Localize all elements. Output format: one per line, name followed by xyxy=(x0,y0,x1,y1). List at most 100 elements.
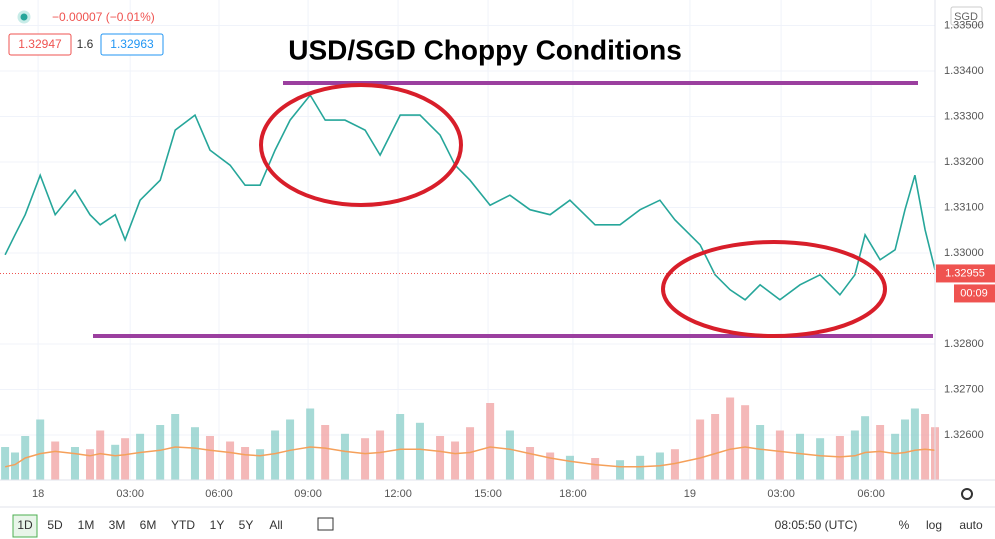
y-tick-label: 1.32700 xyxy=(944,383,984,395)
volume-bar xyxy=(711,414,720,480)
x-tick-label: 06:00 xyxy=(205,488,233,500)
volume-bar xyxy=(51,441,60,480)
grid xyxy=(0,0,935,480)
countdown: 00:09 xyxy=(960,287,988,299)
spread: 1.6 xyxy=(77,37,94,51)
x-tick-label: 03:00 xyxy=(767,488,795,500)
volume-bar xyxy=(156,425,165,480)
price-line xyxy=(4,93,936,301)
y-tick-label: 1.32600 xyxy=(944,429,984,441)
volume-bar xyxy=(546,452,555,480)
scale-option[interactable]: log xyxy=(926,518,942,532)
volume-bar xyxy=(306,408,315,480)
range-button[interactable]: 3M xyxy=(109,518,126,532)
scale-option[interactable]: auto xyxy=(959,518,983,532)
y-tick-label: 1.33200 xyxy=(944,156,984,168)
range-button[interactable]: 5D xyxy=(47,518,63,532)
volume-bar xyxy=(271,430,280,480)
volume-bar xyxy=(921,414,930,480)
ask-box[interactable] xyxy=(100,33,164,56)
volume-bar xyxy=(136,433,145,480)
range-active xyxy=(12,514,38,538)
volume-bar xyxy=(1,447,10,480)
change: −0.00007 (−0.01%) xyxy=(52,10,155,24)
volume-bar xyxy=(876,425,885,480)
countdown-box xyxy=(954,284,995,303)
volume-bar xyxy=(861,416,870,480)
scale-option[interactable]: % xyxy=(899,518,910,532)
volume-bar xyxy=(910,408,919,480)
volume-bar xyxy=(696,419,705,480)
last-price-box xyxy=(936,264,995,283)
range-button[interactable]: 1M xyxy=(78,518,95,532)
volume-bar xyxy=(190,427,199,480)
y-tick-label: 1.33300 xyxy=(944,110,984,122)
volume-bar xyxy=(361,438,370,480)
y-tick-label: 1.33000 xyxy=(944,247,984,259)
toolbar: 1D 5D 1M 3M 6M YTD 1Y 5Y All% log auto xyxy=(12,514,983,538)
volume-bar xyxy=(241,447,250,480)
volume-bar xyxy=(796,433,805,480)
x-tick-label: 06:00 xyxy=(857,488,885,500)
range-button[interactable]: 5Y xyxy=(239,518,254,532)
range-button[interactable]: 6M xyxy=(140,518,157,532)
price-pane xyxy=(0,93,936,301)
volume-bar xyxy=(816,438,825,480)
volume-bar xyxy=(891,433,900,480)
highlight-ellipse xyxy=(661,240,887,338)
volume-bar xyxy=(835,436,844,480)
volume-bar xyxy=(901,419,910,480)
volume-bar xyxy=(591,458,600,480)
bid-box[interactable] xyxy=(8,33,72,56)
volume-bar xyxy=(96,430,105,480)
last-price-label: 1.32955 xyxy=(945,267,985,279)
ask: 1.32963 xyxy=(110,37,154,51)
x-tick-label: 03:00 xyxy=(116,488,144,500)
volume-bar xyxy=(10,452,19,480)
x-tick-label: 18 xyxy=(32,488,44,500)
volume-bar xyxy=(486,403,495,480)
volume-bar xyxy=(121,438,130,480)
status-dot xyxy=(17,10,31,24)
chart-title: USD/SGD Choppy Conditions xyxy=(288,34,682,65)
volume-bar xyxy=(670,449,679,480)
date-range-icon[interactable] xyxy=(317,517,334,531)
range-button[interactable]: 1Y xyxy=(210,518,225,532)
volume-bar xyxy=(451,441,460,480)
x-tick-label: 09:00 xyxy=(294,488,322,500)
range-button[interactable]: 1D xyxy=(17,518,33,532)
volume-bar xyxy=(726,397,735,480)
volume-bar xyxy=(616,460,625,480)
volume-bar xyxy=(526,447,535,480)
y-tick-label: 1.33500 xyxy=(944,19,984,31)
volume-bar xyxy=(466,427,475,480)
volume-bar xyxy=(436,436,445,480)
range-button[interactable]: All xyxy=(269,518,282,532)
x-tick-label: 15:00 xyxy=(474,488,502,500)
volume-bar xyxy=(205,436,214,480)
currency-box[interactable] xyxy=(950,6,983,26)
volume-bar xyxy=(396,414,405,480)
y-tick-label: 1.33100 xyxy=(944,201,984,213)
volume-bar xyxy=(111,444,120,480)
y-tick-label: 1.32800 xyxy=(944,338,984,350)
range-button[interactable]: YTD xyxy=(171,518,195,532)
bid: 1.32947 xyxy=(18,37,62,51)
volume-bar xyxy=(70,447,79,480)
volume-pane xyxy=(1,397,939,480)
volume-bar xyxy=(505,430,514,480)
settings-icon[interactable] xyxy=(961,488,973,500)
x-tick-label: 12:00 xyxy=(384,488,412,500)
volume-bar xyxy=(85,449,94,480)
volume-bar xyxy=(775,430,784,480)
volume-bar xyxy=(256,449,265,480)
volume-bar xyxy=(756,425,765,480)
volume-ma-line xyxy=(4,446,936,468)
volume-bar xyxy=(340,433,349,480)
volume-bar xyxy=(565,455,574,480)
x-tick-label: 18:00 xyxy=(559,488,587,500)
volume-bar xyxy=(226,441,235,480)
currency: SGD xyxy=(954,11,978,23)
